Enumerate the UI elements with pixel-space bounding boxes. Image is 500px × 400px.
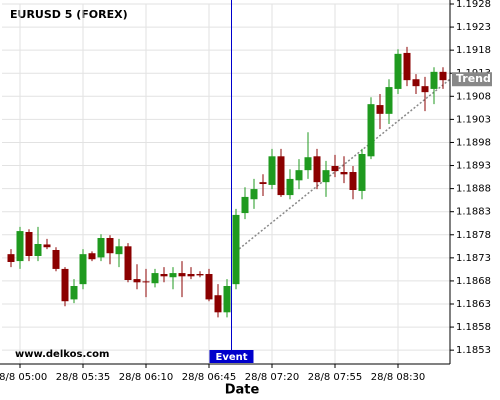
candle-body [313,156,321,183]
y-tick-label: 1.1863 [456,299,491,310]
y-tick-label: 1.1893 [456,161,491,172]
candle-body [439,71,447,81]
trend-box [452,72,492,87]
y-tick-label: 1.1853 [456,345,491,356]
candle-body [358,154,366,191]
x-axis-label: Date [225,383,260,398]
candle-body [394,53,402,89]
candle-body [223,286,231,313]
candle-body [268,156,276,185]
candle-body [34,244,42,256]
candle-body [178,273,186,277]
candle-body [115,246,123,255]
y-tick-label: 1.1858 [456,322,491,333]
candle-body [286,178,294,196]
x-tick-label: 28/8 08:30 [371,372,425,383]
y-tick-label: 1.1873 [456,253,491,264]
event-box [209,350,254,363]
y-tick-label: 1.1923 [456,22,491,33]
candle-body [214,295,222,313]
candle-body [70,286,78,300]
candle-body [187,274,195,277]
candle-body [367,104,375,157]
candle-body [349,172,357,190]
candle-body [331,166,339,172]
candle-body [376,105,384,114]
candle-body [124,246,132,280]
candle-body [142,281,150,283]
candle-body [295,170,303,181]
candle-body [412,79,420,87]
x-tick-label: 28/8 07:20 [245,372,299,383]
event-label: Event [215,352,247,363]
candle-body [322,170,330,183]
watermark: www.delkos.com [15,349,109,360]
x-tick-label: 28/8 06:10 [119,372,173,383]
candle-body [160,274,168,277]
chart-title: EURUSD 5 (FOREX) [10,8,128,21]
candle-body [133,279,141,283]
candle-body [232,214,240,285]
y-tick-label: 1.1888 [456,184,491,195]
candle-body [52,250,60,269]
candle-body [196,274,204,276]
candle-body [241,196,249,214]
candle-body [61,268,69,302]
y-tick-label: 1.1918 [456,45,491,56]
candle-body [403,52,411,81]
candle-body [106,238,114,254]
candle-body [421,86,429,93]
candle-body [340,172,348,175]
candle-body [385,87,393,114]
y-tick-label: 1.1898 [456,137,491,148]
candle-body [97,238,105,258]
candle-body [79,254,87,285]
candle-body [88,253,96,260]
y-tick-label: 1.1908 [456,91,491,102]
candle-body [25,232,33,256]
candle-body [277,156,285,196]
trend-label: Trend [456,72,491,85]
x-tick-label: 28/8 05:00 [0,372,47,383]
candle-body [43,244,51,248]
y-tick-label: 1.1878 [456,230,491,241]
candle-body [250,189,258,200]
y-tick-label: 1.1883 [456,207,491,218]
y-tick-label: 1.1903 [456,114,491,125]
candle-body [169,273,177,278]
candle-body [430,71,438,89]
candle-body [304,157,312,171]
candle-body [16,231,24,262]
candle-body [259,182,267,184]
trend-line [235,78,451,252]
x-tick-label: 28/8 05:35 [56,372,110,383]
y-tick-label: 1.1928 [456,0,491,10]
candle-body [205,274,213,300]
candle-body [151,273,159,284]
candle-body [7,254,15,262]
y-tick-label: 1.1868 [456,276,491,287]
x-tick-label: 28/8 07:55 [308,372,362,383]
x-tick-label: 28/8 06:45 [182,372,236,383]
